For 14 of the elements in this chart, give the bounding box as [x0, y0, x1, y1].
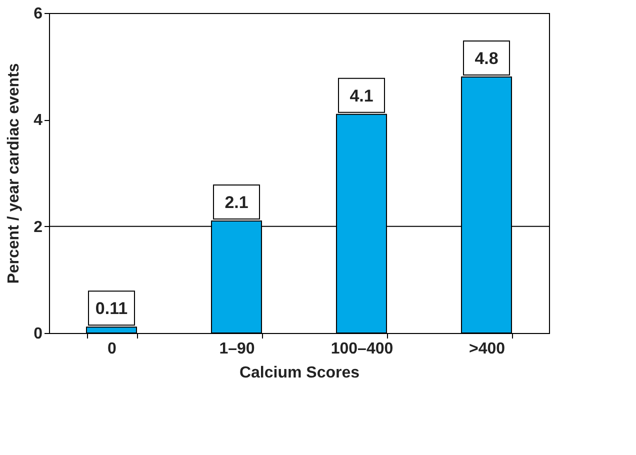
- y-tick-label: 4: [34, 112, 43, 130]
- y-tick-label: 0: [34, 326, 43, 342]
- data-label: 0.11: [95, 299, 128, 318]
- data-label: 2.1: [224, 193, 248, 212]
- x-tick-label: 100–400: [330, 340, 394, 358]
- y-tick-label: 2: [34, 218, 43, 236]
- x-tick-label: >400: [468, 340, 506, 358]
- data-label: 4.8: [474, 49, 498, 68]
- data-label: 4.1: [350, 86, 374, 106]
- y-axis-title: Percent / year cardiac events: [6, 63, 23, 284]
- x-axis-title: Calcium Scores: [239, 364, 360, 382]
- y-tick-label: 6: [34, 6, 43, 22]
- x-tick-label: 1–90: [219, 340, 255, 358]
- x-tick-label: 0: [108, 340, 117, 358]
